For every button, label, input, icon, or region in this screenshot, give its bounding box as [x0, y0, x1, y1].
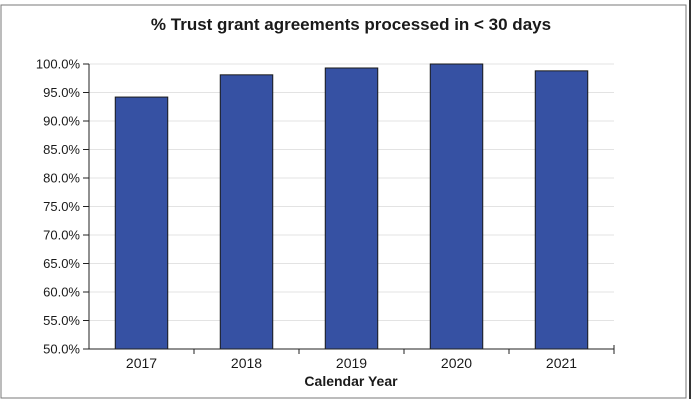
bar	[324, 67, 379, 350]
y-tick-label: 80.0%	[43, 171, 80, 186]
x-tick-label: 2019	[336, 355, 367, 371]
y-tick-labels: 50.0% 55.0% 60.0% 65.0% 70.0% 75.0% 80.0% 85.0%…	[36, 57, 81, 357]
x-tick-label: 2021	[546, 355, 577, 371]
bars	[114, 63, 589, 350]
x-tick-labels: 2017 2018 2019 2020 2021	[126, 355, 577, 371]
bar	[219, 74, 274, 350]
bar	[429, 63, 484, 350]
y-tick-label: 85.0%	[43, 142, 80, 157]
y-tick-label: 70.0%	[43, 228, 80, 243]
bar	[114, 96, 169, 350]
x-tick-label: 2018	[231, 355, 262, 371]
bar	[534, 70, 589, 350]
y-tick-label: 60.0%	[43, 285, 80, 300]
y-tick-label: 50.0%	[43, 342, 80, 357]
y-tick-label: 75.0%	[43, 199, 80, 214]
y-tick-label: 55.0%	[43, 313, 80, 328]
axes	[83, 63, 615, 354]
x-tick-label: 2017	[126, 355, 157, 371]
y-tick-label: 95.0%	[43, 85, 80, 100]
y-tick-label: 90.0%	[43, 114, 80, 129]
y-tick-label: 100.0%	[36, 57, 81, 72]
y-tick-label: 65.0%	[43, 256, 80, 271]
chart-title: % Trust grant agreements processed in < …	[151, 15, 551, 34]
x-axis-label: Calendar Year	[304, 373, 398, 389]
x-tick-label: 2020	[441, 355, 472, 371]
